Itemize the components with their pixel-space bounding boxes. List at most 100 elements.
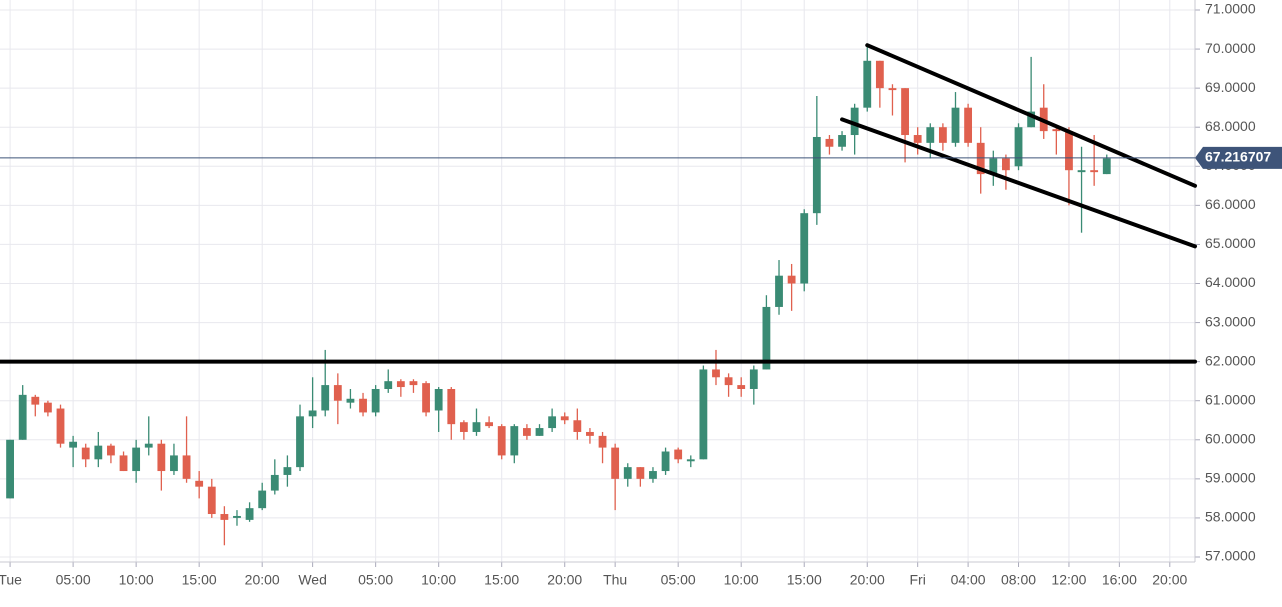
candle-body xyxy=(926,127,935,143)
candle-body xyxy=(270,474,279,491)
candle-body xyxy=(233,515,241,518)
x-tick-label: 20:00 xyxy=(245,572,280,588)
candle-body xyxy=(359,398,367,413)
x-tick-label: 20:00 xyxy=(850,572,885,588)
candle-body xyxy=(18,394,27,440)
candle-body xyxy=(523,428,531,436)
candle-body xyxy=(346,398,355,403)
y-tick-label: 66.0000 xyxy=(1205,196,1256,212)
candle-body xyxy=(913,135,922,143)
candle-body xyxy=(1002,158,1010,171)
candle-body xyxy=(308,410,317,417)
y-tick-label: 60.0000 xyxy=(1205,430,1256,446)
candle-body xyxy=(434,388,443,411)
candle-body xyxy=(1102,158,1111,175)
x-tick-label: Tue xyxy=(0,572,22,588)
candle-body xyxy=(737,385,746,389)
candle-body xyxy=(497,426,506,456)
x-tick-label: Thu xyxy=(603,572,627,588)
candle-body xyxy=(472,422,481,432)
y-tick-label: 61.0000 xyxy=(1205,391,1256,407)
y-tick-label: 59.0000 xyxy=(1205,470,1256,486)
candle-body xyxy=(245,508,254,520)
candle-body xyxy=(712,369,720,378)
candle-body xyxy=(132,447,141,472)
x-tick-label: 10:00 xyxy=(724,572,759,588)
plot-background xyxy=(0,0,1195,562)
candle-body xyxy=(119,455,128,472)
candle-body xyxy=(283,467,292,475)
candle-body xyxy=(586,431,594,436)
candle-body xyxy=(901,88,909,136)
x-tick-label: 05:00 xyxy=(661,572,696,588)
candle-body xyxy=(409,381,418,386)
y-tick-label: 64.0000 xyxy=(1205,274,1256,290)
x-tick-label: 16:00 xyxy=(1102,572,1137,588)
candle-body xyxy=(396,381,405,388)
candle-body xyxy=(510,426,519,456)
candle-body xyxy=(800,213,809,284)
candle-body xyxy=(296,416,304,468)
candle-body xyxy=(195,480,204,487)
candle-body xyxy=(182,455,191,479)
candle-body xyxy=(333,385,342,401)
x-tick-label: 12:00 xyxy=(1051,572,1086,588)
candle-body xyxy=(1077,170,1086,173)
candle-body xyxy=(69,441,78,448)
candle-body xyxy=(938,127,947,143)
candle-body xyxy=(321,385,330,411)
candle-body xyxy=(81,447,90,460)
candle-body xyxy=(661,451,670,472)
candle-body xyxy=(1052,129,1061,132)
candle-body xyxy=(838,135,846,147)
candle-body xyxy=(749,369,758,389)
y-tick-label: 57.0000 xyxy=(1205,548,1256,564)
candle-body xyxy=(623,467,632,479)
y-tick-label: 58.0000 xyxy=(1205,509,1256,525)
candle-body xyxy=(850,107,859,136)
candle-body xyxy=(485,422,494,427)
candle-body xyxy=(548,416,557,429)
y-tick-label: 63.0000 xyxy=(1205,313,1256,329)
x-tick-label: 20:00 xyxy=(1152,572,1187,588)
trend-line xyxy=(865,43,1197,188)
y-tick-label: 68.0000 xyxy=(1205,118,1256,134)
candle-body xyxy=(699,369,708,460)
candle-body xyxy=(43,402,52,413)
candle-body xyxy=(207,486,216,515)
candle-body xyxy=(598,435,607,448)
x-tick-label: 04:00 xyxy=(951,572,986,588)
candle-body xyxy=(1027,111,1036,128)
candle-body xyxy=(724,377,733,386)
candle-body xyxy=(636,467,645,479)
y-tick-label: 69.0000 xyxy=(1205,79,1256,95)
candle-body xyxy=(787,275,796,284)
candle-body xyxy=(94,445,103,460)
x-tick-label: 15:00 xyxy=(484,572,519,588)
candle-body xyxy=(951,107,960,143)
y-tick-label: 70.0000 xyxy=(1205,40,1256,56)
candle-body xyxy=(31,396,40,405)
x-tick-label: 05:00 xyxy=(56,572,91,588)
candle-body xyxy=(157,443,166,472)
y-tick-label: 71.0000 xyxy=(1205,1,1256,17)
candle-body xyxy=(611,447,620,479)
candle-body xyxy=(144,443,153,448)
x-tick-label: 05:00 xyxy=(358,572,393,588)
x-tick-label: Wed xyxy=(298,572,327,588)
candle-body xyxy=(371,388,380,413)
candle-body xyxy=(1014,127,1023,167)
last-price-label: 67.216707 xyxy=(1205,149,1271,165)
candle-body xyxy=(384,381,393,389)
x-tick-label: Fri xyxy=(910,572,926,588)
x-tick-label: 08:00 xyxy=(1001,572,1036,588)
y-tick-label: 62.0000 xyxy=(1205,352,1256,368)
candle-body xyxy=(825,138,834,147)
candle-body xyxy=(220,514,229,520)
candle-body xyxy=(964,107,973,143)
candle-body xyxy=(976,142,985,175)
candle-body xyxy=(888,88,897,91)
candle-body xyxy=(447,388,456,425)
candle-body xyxy=(674,449,683,460)
